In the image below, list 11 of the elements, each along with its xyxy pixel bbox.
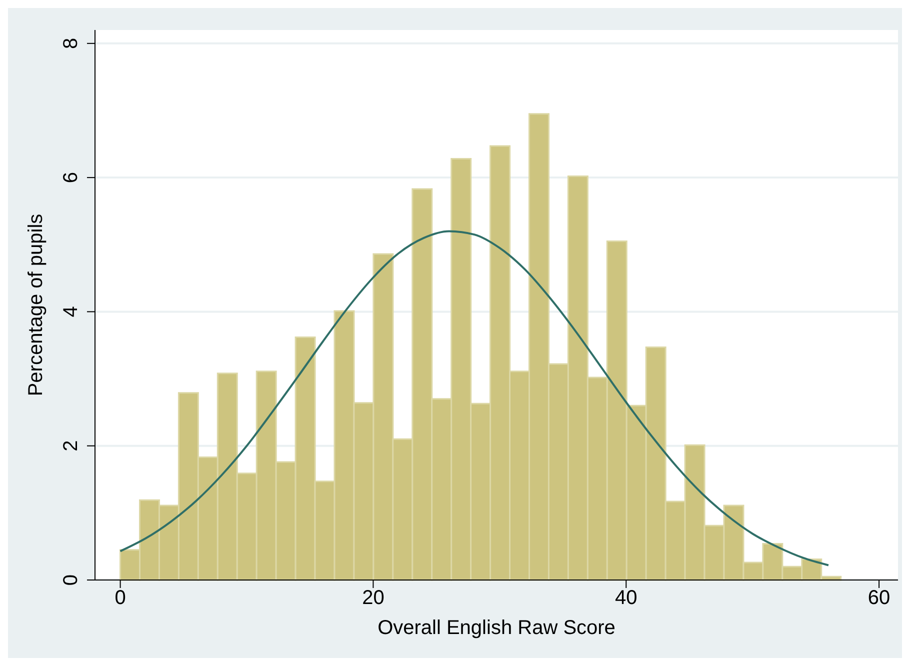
x-tick-label: 40 [614, 587, 638, 610]
y-axis-title: Percentage of pupils [25, 214, 48, 396]
y-tick-label: 0 [60, 574, 82, 586]
x-tick-label: 60 [868, 587, 890, 610]
y-tick-label: 8 [60, 38, 82, 49]
y-tick-label: 6 [60, 172, 82, 184]
x-axis-title: Overall English Raw Score [378, 617, 616, 639]
x-tick-label: 0 [114, 587, 126, 610]
y-tick-label: 2 [60, 440, 82, 452]
x-tick-label: 20 [362, 587, 384, 610]
y-tick-label: 4 [60, 306, 82, 318]
